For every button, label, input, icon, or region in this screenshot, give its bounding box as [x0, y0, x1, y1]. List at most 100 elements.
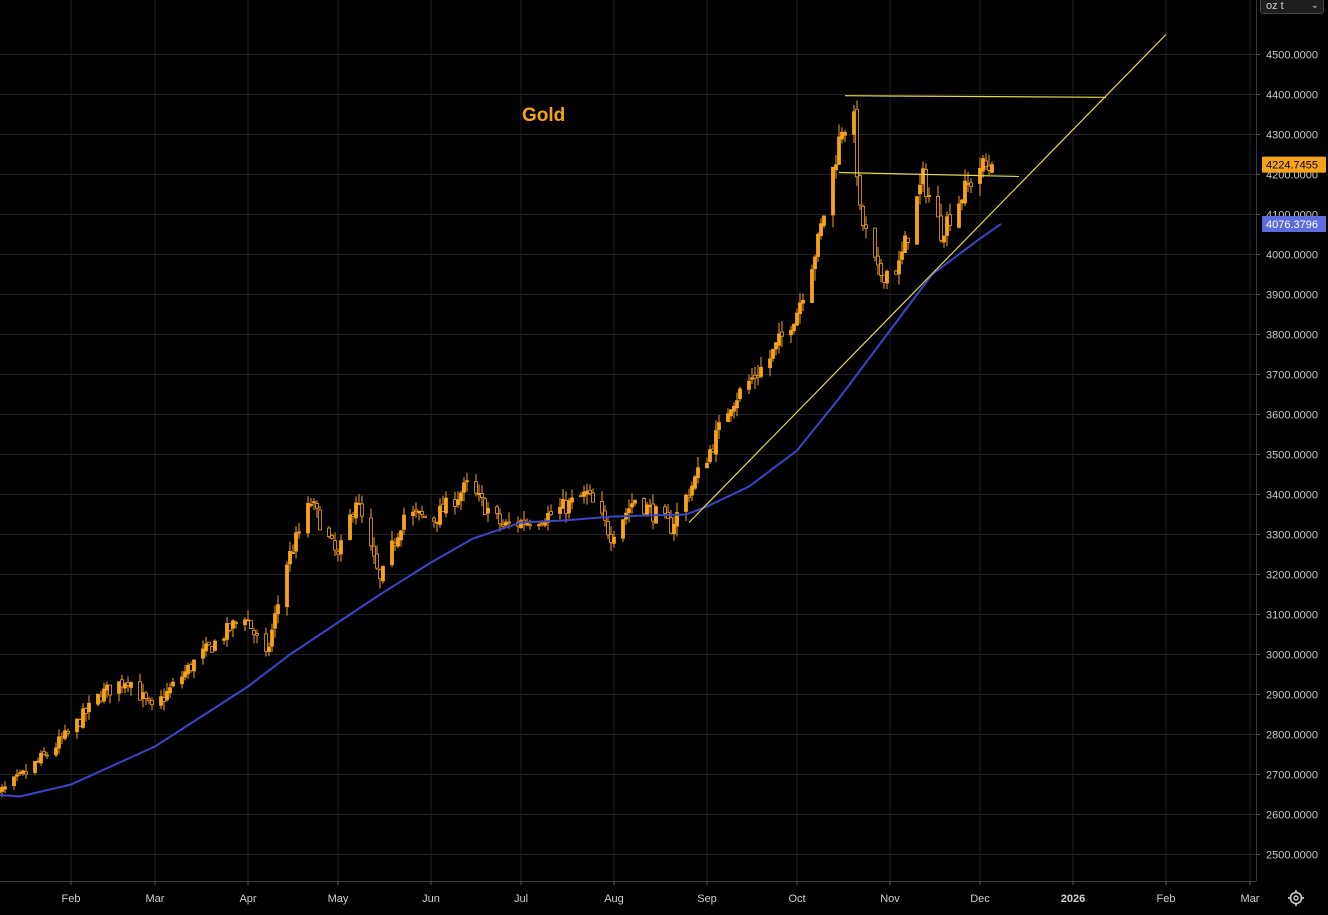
candle-139: [570, 489, 574, 510]
candle-27: [102, 682, 106, 704]
candle-66: [267, 642, 271, 657]
candle-209: [864, 216, 868, 239]
y-tick-label-8: 3300.0000: [1266, 530, 1318, 542]
candle-186: [771, 348, 775, 362]
candle-132: [543, 518, 547, 528]
y-tick-label-10: 3500.0000: [1266, 450, 1318, 462]
y-tick-label-15: 4000.0000: [1266, 250, 1318, 262]
y-tick-label-4: 2900.0000: [1266, 690, 1318, 702]
candle-45: [180, 670, 184, 689]
candle-230: [957, 195, 961, 229]
candle-73: [294, 526, 298, 559]
candle-72: [291, 544, 295, 554]
horizontal-line-1[interactable]: [844, 95, 1107, 98]
chart-title: Gold: [522, 105, 565, 126]
candle-223: [924, 163, 928, 204]
trendline-0[interactable]: [688, 34, 1167, 523]
svg-text:4076.3796: 4076.3796: [1266, 219, 1318, 231]
candle-29: [108, 684, 112, 704]
candle-22: [81, 703, 85, 729]
candle-92: [375, 545, 379, 571]
candle-10: [33, 760, 37, 775]
unit-selector[interactable]: oz t ⌄: [1260, 0, 1324, 14]
candle-194: [801, 293, 805, 311]
candle-167: [690, 481, 694, 502]
x-tick-label-2: Apr: [239, 893, 256, 905]
candle-19: [66, 728, 70, 737]
candle-149: [612, 530, 616, 548]
candle-68: [273, 605, 277, 638]
candle-14: [45, 751, 49, 759]
candle-5: [12, 775, 16, 790]
candle-169: [696, 457, 700, 484]
y-tick-label-18: 4300.0000: [1266, 130, 1318, 142]
candle-24: [87, 695, 91, 720]
candle-204: [843, 130, 847, 143]
candle-166: [687, 488, 691, 503]
candle-113: [462, 477, 466, 502]
candle-225: [936, 185, 940, 218]
candle-109: [444, 491, 448, 518]
candle-211: [876, 247, 880, 276]
horizontal-line-2[interactable]: [838, 171, 1020, 178]
candle-197: [816, 232, 820, 262]
x-tick-label-3: May: [328, 893, 349, 905]
candle-144: [591, 488, 595, 503]
unit-selector-value: oz t: [1266, 0, 1284, 12]
candle-67: [270, 623, 274, 653]
candle-63: [252, 628, 256, 644]
candle-85: [348, 508, 352, 541]
candle-62: [249, 620, 253, 629]
y-tick-label-1: 2600.0000: [1266, 810, 1318, 822]
candle-187: [774, 342, 778, 356]
candle-95: [390, 531, 394, 568]
candle-43: [168, 683, 172, 698]
candle-44: [171, 677, 175, 688]
candle-105: [432, 516, 436, 528]
candle-154: [633, 499, 637, 507]
y-tick-label-0: 2500.0000: [1266, 850, 1318, 862]
candle-207: [858, 173, 862, 210]
y-tick-label-20: 4500.0000: [1266, 50, 1318, 62]
candle-168: [693, 474, 697, 491]
candle-112: [459, 490, 463, 511]
candle-25: [96, 693, 100, 707]
y-tick-label-11: 3600.0000: [1266, 410, 1318, 422]
candle-201: [834, 155, 838, 179]
candle-18: [63, 724, 67, 741]
candle-179: [738, 386, 742, 402]
candle-121: [498, 508, 502, 532]
settings-gear-icon[interactable]: [1286, 888, 1306, 908]
candle-191: [792, 323, 796, 335]
candle-76: [309, 498, 313, 508]
candle-163: [672, 516, 676, 541]
x-tick-label-12: Feb: [1157, 893, 1176, 905]
x-tick-label-0: Feb: [62, 893, 81, 905]
candle-53: [210, 645, 214, 653]
candle-134: [549, 504, 553, 516]
candle-146: [603, 505, 607, 527]
candle-111: [456, 491, 460, 509]
candle-212: [879, 258, 883, 283]
candle-184: [759, 356, 763, 379]
candle-58: [231, 619, 235, 638]
candle-4: [3, 781, 7, 793]
y-axis-panel[interactable]: [1256, 0, 1328, 915]
candle-97: [396, 532, 400, 549]
candle-54: [213, 639, 217, 652]
candle-145: [600, 491, 604, 517]
candle-206: [855, 100, 859, 187]
x-tick-label-13: Mar: [1241, 893, 1260, 905]
x-tick-label-1: Mar: [146, 893, 165, 905]
x-axis-panel[interactable]: [0, 881, 1328, 915]
candle-103: [420, 505, 424, 519]
candle-31: [120, 674, 124, 694]
x-tick-label-6: Aug: [604, 893, 624, 905]
candle-50: [201, 640, 205, 665]
candle-219: [906, 237, 910, 250]
candle-80: [327, 526, 331, 539]
candle-208: [861, 204, 865, 231]
